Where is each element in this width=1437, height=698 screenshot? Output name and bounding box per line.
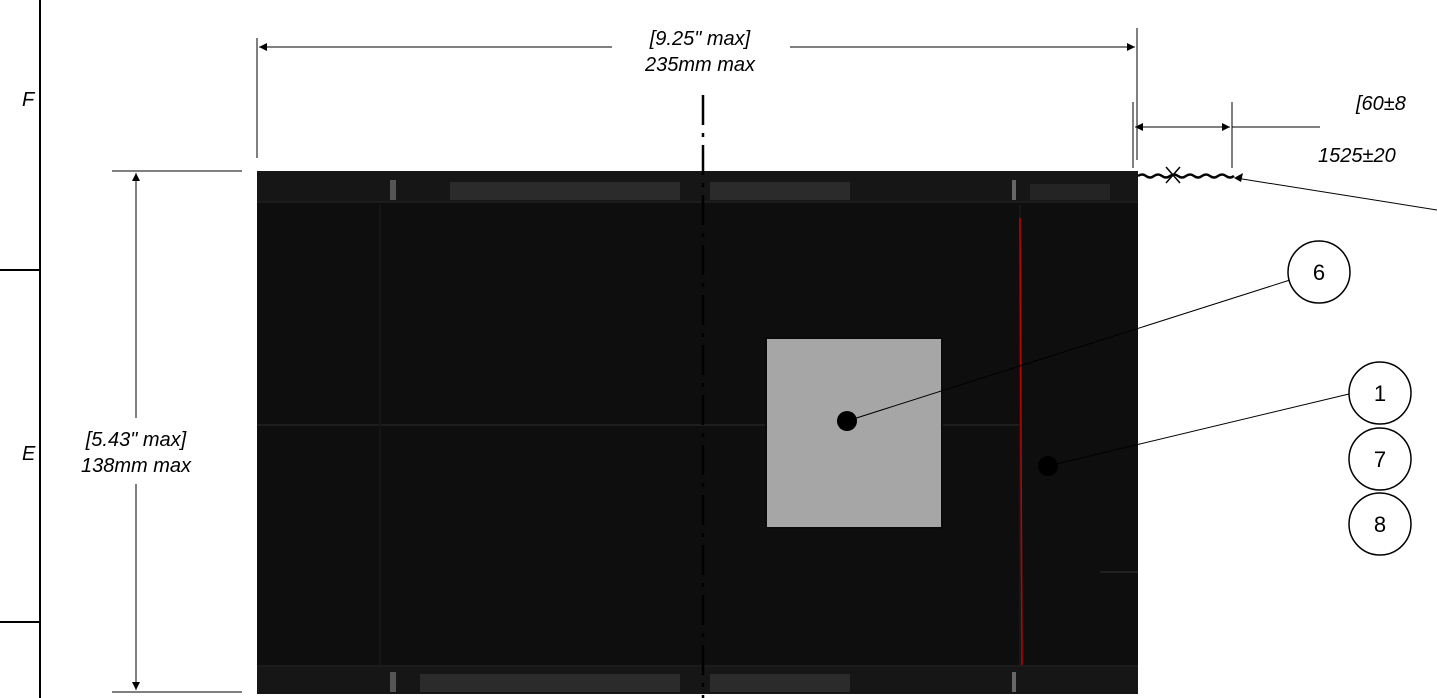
balloon-1-label: 1 [1374, 381, 1386, 406]
balloon-stack: 1 7 8 [1038, 361, 1412, 556]
height-dimension: [5.43" max] 138mm max [81, 170, 242, 693]
zone-label-f: F [22, 89, 36, 111]
width-inch-label: [9.25" max] [649, 28, 751, 50]
balloon-6: 6 [837, 240, 1351, 431]
zone-label-e: E [22, 443, 36, 465]
zone-frame: F E [0, 0, 41, 698]
height-inch-label: [5.43" max] [85, 429, 187, 451]
cable-leader-line [1235, 177, 1437, 211]
display-window [765, 337, 943, 529]
balloon-7-label: 7 [1374, 447, 1386, 472]
width-mm-label: 235mm max [644, 54, 756, 76]
device-panel [257, 171, 1138, 694]
cable-inch-label: [60±8 [1355, 93, 1406, 115]
cable-wire [1137, 166, 1437, 211]
cable-mm-label: 1525±20 [1318, 145, 1396, 167]
balloon-1 [1348, 361, 1412, 425]
height-mm-label: 138mm max [81, 455, 192, 477]
cable-dimension: [60±8 1525±20 [1132, 93, 1406, 168]
width-dimension: [9.25" max] 235mm max [256, 28, 1138, 160]
balloon-8-label: 8 [1374, 512, 1386, 537]
bottom-strip-texture [390, 672, 1016, 692]
balloon-8 [1348, 492, 1412, 556]
top-strip-texture [390, 180, 1110, 200]
balloon-7 [1348, 427, 1412, 491]
red-accent-line [1019, 217, 1023, 666]
balloon-6-label: 6 [1313, 260, 1325, 285]
